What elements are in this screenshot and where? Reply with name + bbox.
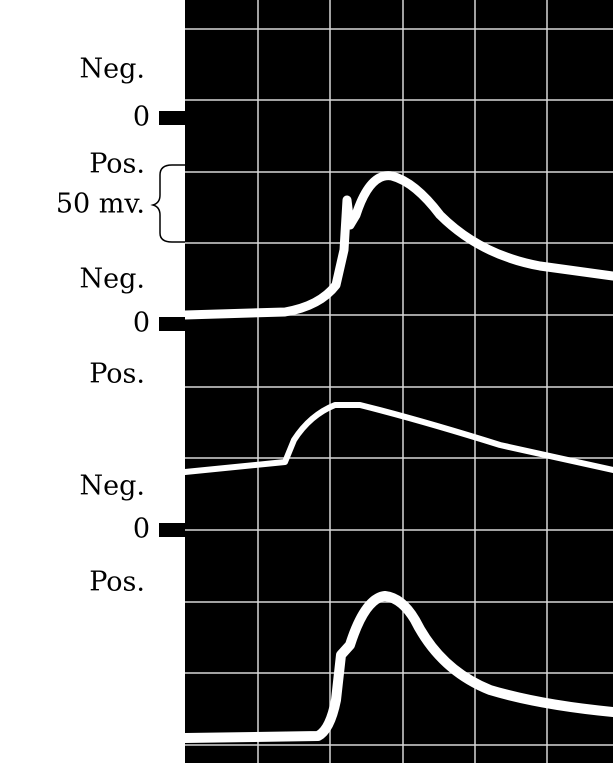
zero-marker (159, 523, 185, 537)
scale-label: 50 mv. (56, 189, 145, 220)
zero-marker (159, 317, 185, 331)
polarity-label: Pos. (89, 359, 145, 390)
zero-marker (159, 111, 185, 125)
page: Neg. 0 Pos. 50 mv. Neg. 0 Pos. Neg. 0 Po… (0, 0, 613, 763)
screen (185, 0, 613, 763)
zero-label: 0 (133, 102, 150, 133)
zero-label: 0 (133, 514, 150, 545)
polarity-label: Pos. (89, 149, 145, 180)
zero-label: 0 (133, 308, 150, 339)
polarity-label: Neg. (80, 264, 145, 295)
oscillogram-figure: Neg. 0 Pos. 50 mv. Neg. 0 Pos. Neg. 0 Po… (0, 0, 613, 763)
polarity-label: Pos. (89, 567, 145, 598)
polarity-label: Neg. (80, 54, 145, 85)
scale-brace (153, 165, 185, 242)
polarity-label: Neg. (80, 471, 145, 502)
